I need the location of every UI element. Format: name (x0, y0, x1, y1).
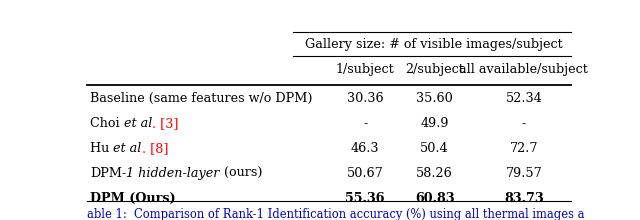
Text: Choi: Choi (90, 117, 124, 130)
Text: (ours): (ours) (220, 167, 262, 180)
Text: 50.4: 50.4 (420, 142, 449, 155)
Text: able 1:  Comparison of Rank-1 Identification accuracy (%) using all thermal imag: able 1: Comparison of Rank-1 Identificat… (88, 208, 585, 220)
Text: 83.73: 83.73 (504, 192, 544, 205)
Text: 55.36: 55.36 (346, 192, 385, 205)
Text: all available/subject: all available/subject (460, 63, 588, 76)
Text: Baseline (same features w/o DPM): Baseline (same features w/o DPM) (90, 92, 312, 105)
Text: 35.60: 35.60 (416, 92, 453, 105)
Text: 46.3: 46.3 (351, 142, 380, 155)
Text: 60.83: 60.83 (415, 192, 454, 205)
Text: DPM-: DPM- (90, 167, 126, 180)
Text: -: - (522, 117, 526, 130)
Text: . [3]: . [3] (152, 117, 179, 130)
Text: Gallery size: # of visible images/subject: Gallery size: # of visible images/subjec… (305, 38, 563, 51)
Text: Hu: Hu (90, 142, 113, 155)
Text: et al: et al (113, 142, 141, 155)
Text: . [8]: . [8] (141, 142, 168, 155)
Text: 50.67: 50.67 (347, 167, 383, 180)
Text: DPM (Ours): DPM (Ours) (90, 192, 175, 205)
Text: 49.9: 49.9 (420, 117, 449, 130)
Text: 52.34: 52.34 (506, 92, 542, 105)
Text: 1/subject: 1/subject (336, 63, 395, 76)
Text: 72.7: 72.7 (509, 142, 538, 155)
Text: 30.36: 30.36 (347, 92, 383, 105)
Text: -: - (363, 117, 367, 130)
Text: 2/subject: 2/subject (405, 63, 464, 76)
Text: 1 hidden-layer: 1 hidden-layer (126, 167, 220, 180)
Text: et al: et al (124, 117, 152, 130)
Text: 79.57: 79.57 (506, 167, 542, 180)
Text: 58.26: 58.26 (416, 167, 453, 180)
